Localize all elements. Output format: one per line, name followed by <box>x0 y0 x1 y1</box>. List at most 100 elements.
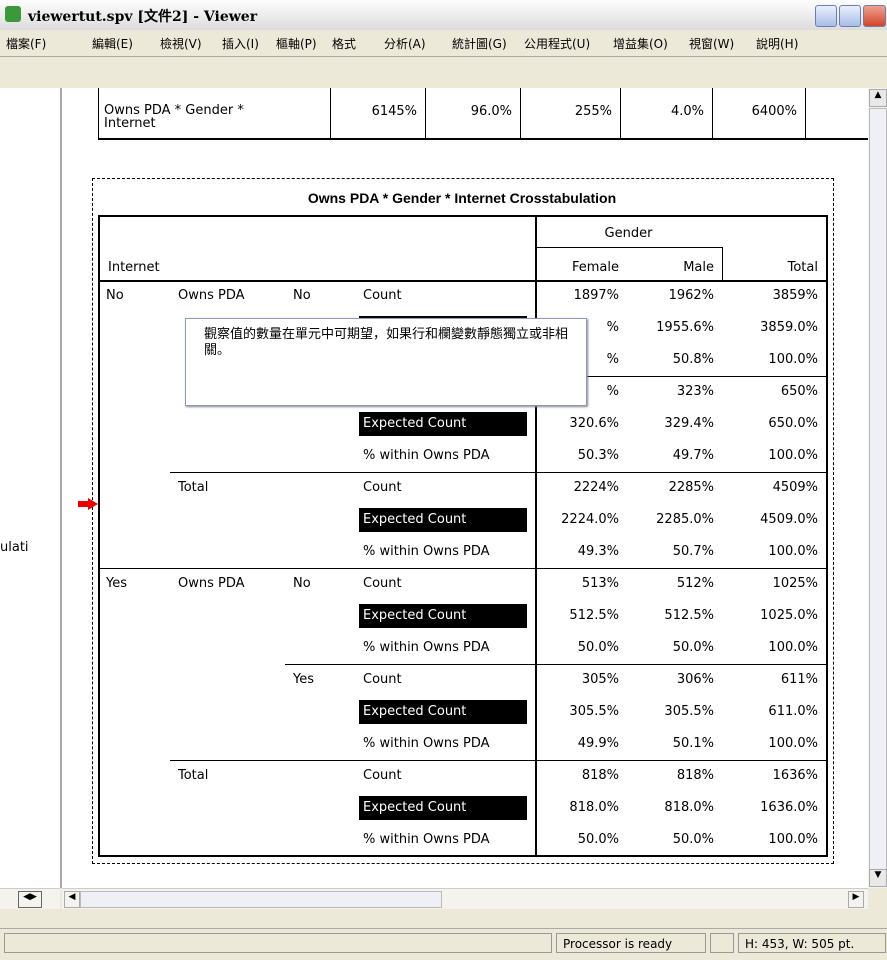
data-cell: 305% <box>581 672 619 687</box>
prev-table-cell: Owns PDA * Gender * Internet <box>104 103 244 131</box>
row-label: Count <box>363 768 402 783</box>
row-label: % within Owns PDA <box>363 640 490 655</box>
prev-table-border <box>98 88 99 138</box>
data-cell: 818.0% <box>664 800 714 815</box>
current-arrow <box>88 498 98 510</box>
menu-item[interactable]: 樞軸(P) <box>276 37 317 51</box>
scroll-up[interactable]: ▲ <box>869 89 887 107</box>
data-cell: 306% <box>676 672 714 687</box>
scroll-thumb[interactable] <box>80 891 442 908</box>
menu-item[interactable]: 統計圖(G) <box>452 37 507 51</box>
prev-table-cell: 6400% <box>751 104 797 119</box>
menu-bar: 檔案(F) 編輯(E) 檢視(V) 插入(I) 樞軸(P) 格式 分析(A) 統計圖(G) 公用… <box>0 30 887 57</box>
table-title: Owns PDA * Gender * Internet Crosstabula… <box>307 190 617 206</box>
prev-table-border <box>330 88 331 138</box>
row-label: Expected Count <box>363 800 467 815</box>
close-button[interactable] <box>863 5 886 27</box>
vertical-scrollbar[interactable]: ▲ ▼ <box>868 88 887 888</box>
data-cell: % <box>606 384 619 399</box>
scroll-right[interactable]: ▶ <box>848 891 864 908</box>
data-cell: 1636.0% <box>760 800 818 815</box>
data-cell: 1897% <box>573 288 619 303</box>
data-cell: 3859% <box>772 288 818 303</box>
menu-item[interactable]: 說明(H) <box>756 37 799 51</box>
row-label: Expected Count <box>363 416 467 431</box>
row-label: Expected Count <box>363 704 467 719</box>
prev-table-border <box>425 88 426 138</box>
data-cell: 1025.0% <box>760 608 818 623</box>
menu-item[interactable]: 增益集(O) <box>613 37 668 51</box>
outline-item[interactable]: ulati <box>0 540 29 555</box>
table-border <box>535 247 722 248</box>
data-cell: 512.5% <box>569 608 619 623</box>
data-cell: 50.0% <box>672 640 714 655</box>
prev-table-border <box>520 88 521 138</box>
data-cell: 49.7% <box>672 448 714 463</box>
scroll-thumb[interactable] <box>869 108 887 870</box>
row-label: No <box>293 576 311 591</box>
data-cell: 650% <box>780 384 818 399</box>
data-cell: 50.0% <box>577 640 619 655</box>
data-cell: 1955.6% <box>656 320 714 335</box>
data-cell: 818% <box>581 768 619 783</box>
row-label: % within Owns PDA <box>363 448 490 463</box>
row-label: % within Owns PDA <box>363 832 490 847</box>
data-cell: 49.3% <box>577 544 619 559</box>
data-cell: 611.0% <box>768 704 818 719</box>
data-cell: 1636% <box>772 768 818 783</box>
data-cell: 4509.0% <box>760 512 818 527</box>
data-cell: 100.0% <box>768 736 818 751</box>
scroll-left[interactable]: ◀ <box>64 891 80 908</box>
maximize-button[interactable] <box>839 5 861 27</box>
table-border <box>98 215 826 217</box>
row-label: Total <box>178 480 209 495</box>
row-label: % within Owns PDA <box>363 544 490 559</box>
data-cell: 305.5% <box>664 704 714 719</box>
data-cell: % <box>606 352 619 367</box>
row-label: % within Owns PDA <box>363 736 490 751</box>
table-border <box>535 215 537 855</box>
menu-item[interactable]: 分析(A) <box>384 37 426 51</box>
menu-item[interactable]: 格式 <box>332 37 357 51</box>
outline-scrollbar[interactable]: ◀▶ <box>0 888 60 909</box>
status-empty <box>710 933 734 953</box>
data-cell: 49.9% <box>577 736 619 751</box>
data-cell: 100.0% <box>768 640 818 655</box>
row-divider <box>285 664 826 665</box>
highlighted-cell <box>359 796 527 820</box>
data-cell: 323% <box>676 384 714 399</box>
row-divider <box>98 568 826 569</box>
data-cell: 512% <box>676 576 714 591</box>
data-cell: 100.0% <box>768 544 818 559</box>
menu-item[interactable]: 插入(I) <box>222 37 259 51</box>
data-cell: 2224% <box>573 480 619 495</box>
data-cell: 50.7% <box>672 544 714 559</box>
data-cell: 50.0% <box>577 832 619 847</box>
data-cell: 320.6% <box>569 416 619 431</box>
menu-item[interactable]: 視窗(W) <box>689 37 735 51</box>
horizontal-scrollbar[interactable]: ◀ ▶ <box>62 888 868 909</box>
data-cell: 513% <box>581 576 619 591</box>
data-cell: 2285% <box>668 480 714 495</box>
menu-item[interactable]: 編輯(E) <box>92 37 133 51</box>
table-border <box>826 215 828 855</box>
minimize-button[interactable] <box>815 5 837 27</box>
selection-frame <box>92 178 834 864</box>
row-label: Count <box>363 576 402 591</box>
row-label: Count <box>363 672 402 687</box>
data-cell: 818% <box>676 768 714 783</box>
menu-item[interactable]: 檔案(F) <box>6 37 47 51</box>
row-label: Owns PDA <box>178 576 245 591</box>
prev-table-cell: 255% <box>574 104 612 119</box>
menu-item[interactable]: 公用程式(U) <box>524 37 591 51</box>
data-cell: 2224.0% <box>561 512 619 527</box>
menu-item[interactable]: 檢視(V) <box>160 37 202 51</box>
data-cell: 650.0% <box>768 416 818 431</box>
row-label: Total <box>178 768 209 783</box>
data-cell: 50.3% <box>577 448 619 463</box>
pane-arrows[interactable]: ◀▶ <box>18 891 42 908</box>
prev-table-cell: 96.0% <box>470 104 512 119</box>
row-label: Expected Count <box>363 512 467 527</box>
status-bar: Processor is ready H: 453, W: 505 pt. <box>0 928 887 959</box>
scroll-down[interactable]: ▼ <box>869 869 887 887</box>
